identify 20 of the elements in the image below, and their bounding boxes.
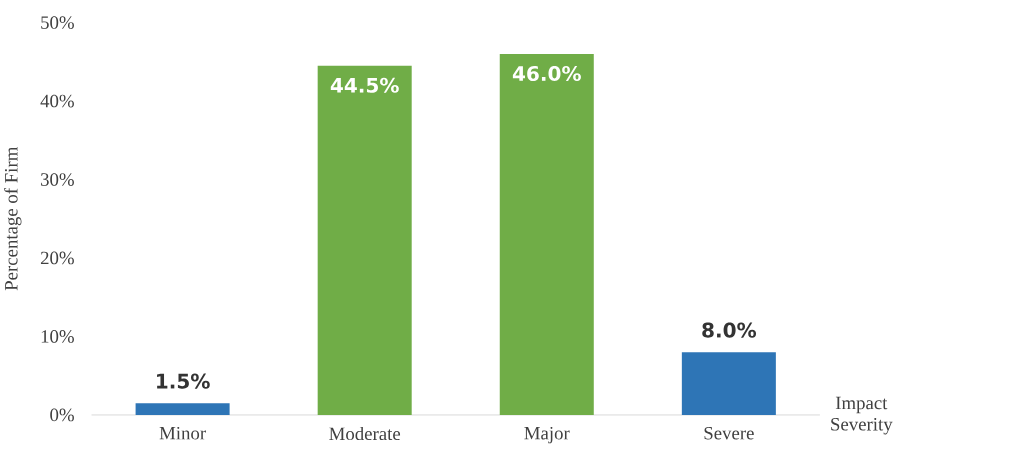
- y-tick-label: 20%: [40, 251, 74, 265]
- x-tick-label: Severe: [704, 426, 754, 440]
- y-tick-label: 50%: [41, 16, 74, 30]
- data-label: 44.5%: [330, 77, 399, 93]
- x-tick-label: Major: [524, 426, 570, 444]
- x-tick-label: Minor: [159, 426, 206, 440]
- bar: [317, 65, 412, 416]
- data-label: 1.5%: [157, 373, 210, 389]
- bar: [135, 403, 230, 416]
- data-label: 46.0%: [512, 65, 581, 82]
- data-label: 8.0%: [702, 322, 757, 338]
- y-tick-label: 10%: [41, 330, 74, 343]
- y-tick-label: 0%: [50, 408, 74, 422]
- y-tick-label: 40%: [40, 94, 74, 108]
- bar: [499, 54, 594, 416]
- x-axis-title: Impact Severity: [831, 396, 893, 435]
- bar: [681, 352, 776, 416]
- y-axis-title: Percentage of Firm: [4, 147, 22, 291]
- x-tick-label: Moderate: [329, 426, 401, 441]
- y-tick-label: 30%: [41, 173, 74, 186]
